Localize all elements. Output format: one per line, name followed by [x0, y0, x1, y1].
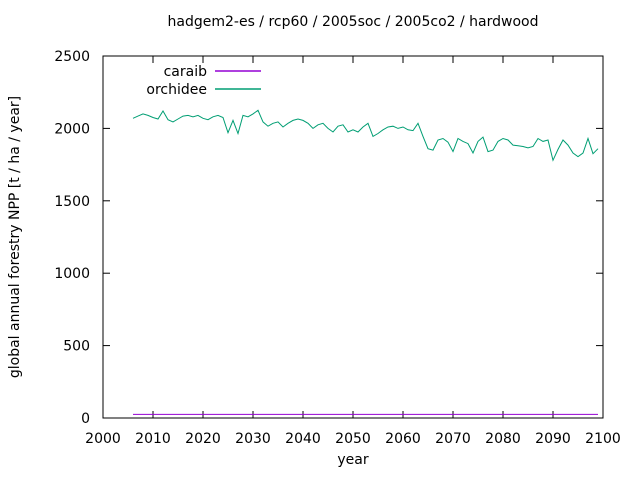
x-tick-label: 2080	[485, 431, 521, 447]
x-tick-label: 2000	[85, 431, 121, 447]
chart-title: hadgem2-es / rcp60 / 2005soc / 2005co2 /…	[167, 14, 539, 30]
x-tick-label: 2070	[435, 431, 471, 447]
x-tick-label: 2100	[585, 431, 621, 447]
y-tick-label: 0	[81, 411, 90, 427]
plot-border	[102, 55, 604, 419]
x-tick-label: 2030	[235, 431, 271, 447]
series-line-orchidee	[132, 109, 599, 162]
x-tick-label: 2040	[285, 431, 321, 447]
legend-label-orchidee: orchidee	[146, 82, 207, 98]
y-tick-label: 1500	[54, 194, 90, 210]
x-axis-label: year	[337, 452, 369, 468]
x-tick-label: 2020	[185, 431, 221, 447]
y-tick-label: 2000	[54, 121, 90, 137]
y-tick-label: 2500	[54, 49, 90, 65]
y-tick-label: 500	[63, 339, 90, 355]
x-tick-label: 2060	[385, 431, 421, 447]
x-tick-label: 2050	[335, 431, 371, 447]
legend-label-caraib: caraib	[164, 64, 208, 80]
x-tick-label: 2090	[535, 431, 571, 447]
y-tick-label: 1000	[54, 266, 90, 282]
x-tick-label: 2010	[135, 431, 171, 447]
